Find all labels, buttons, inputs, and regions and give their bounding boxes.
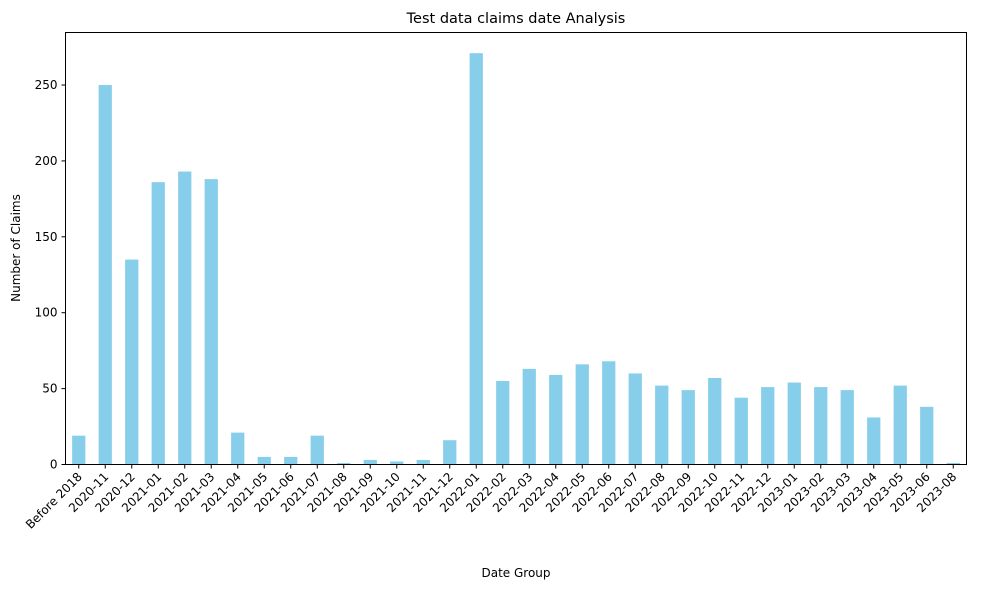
bar-2023-02 [814,387,828,465]
bars-group [72,53,960,465]
bar-2022-07 [628,373,642,465]
bar-2022-02 [496,381,510,465]
bar-2021-08 [337,462,351,465]
bar-2022-08 [655,385,669,465]
bar-2022-01 [469,53,483,465]
bar-2022-06 [602,361,616,465]
y-tick-label: 100 [35,306,58,320]
y-tick-label: 50 [42,382,57,396]
plot-frame [65,32,967,465]
bar-2021-05 [257,456,271,465]
bar-2022-11 [734,397,748,465]
bar-2021-03 [204,179,218,465]
bar-2022-05 [575,364,589,465]
bar-2023-04 [867,417,881,465]
bar-2023-01 [787,382,801,465]
bar-2021-09 [363,459,377,465]
bar-2022-04 [549,374,563,465]
bar-2021-02 [178,171,192,465]
y-axis: 0 50 100 150 200 250 [35,78,66,472]
bar-2021-04 [231,432,245,465]
bar-2021-06 [284,456,298,465]
y-tick-label: 200 [35,154,58,168]
y-tick-label: 0 [50,458,58,472]
x-axis: Before 20182020-112020-122021-012021-022… [23,464,959,532]
y-tick-label: 150 [35,230,58,244]
bar-2022-03 [522,368,536,465]
x-axis-title: Date Group [481,566,550,580]
bar-2021-10 [390,461,404,465]
bar-2023-06 [920,406,934,465]
bar-2022-12 [761,387,775,465]
bar-2021-12 [443,440,457,465]
bar-2023-08 [946,462,960,465]
bar-2020-11 [98,85,112,465]
bar-2023-03 [840,390,854,465]
bar-2020-12 [125,259,139,465]
bar-before-2018 [72,435,86,465]
y-tick-label: 250 [35,78,58,92]
bar-2022-10 [708,377,722,465]
chart-title: Test data claims date Analysis [406,11,626,27]
y-axis-title: Number of Claims [9,194,23,302]
bar-2021-07 [310,435,324,465]
bar-2023-05 [893,385,907,465]
bar-2022-09 [681,390,695,465]
bar-2021-11 [416,459,430,465]
bar-2021-01 [151,182,165,465]
